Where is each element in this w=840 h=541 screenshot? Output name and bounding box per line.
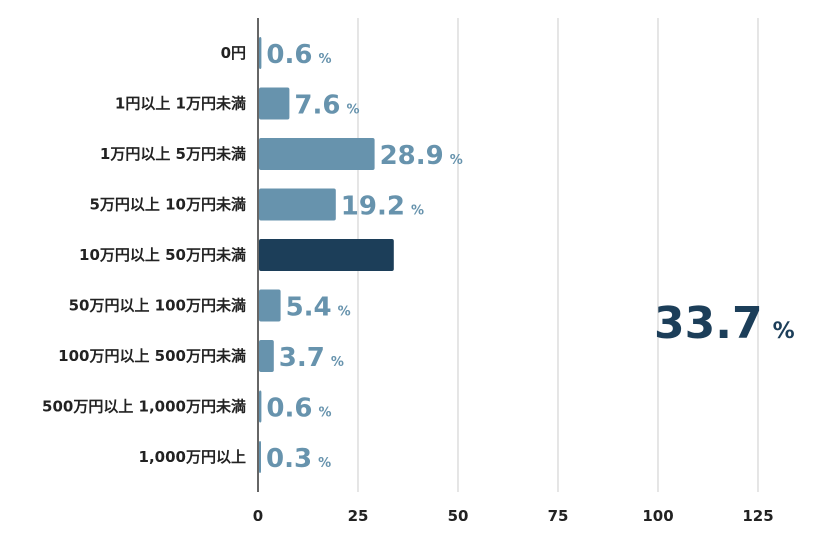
- bar-2: [259, 138, 375, 170]
- value-label-5: 5.4%: [286, 293, 351, 323]
- value-label-8: 0.3%: [266, 444, 331, 474]
- bar-0: [259, 37, 262, 69]
- bar-1: [259, 87, 290, 120]
- bars: [259, 37, 394, 473]
- category-label-3: 5万円以上 10万円未満: [89, 196, 246, 214]
- category-label-7: 500万円以上 1,000万円未満: [42, 398, 246, 416]
- category-label-5: 50万円以上 100万円未満: [69, 297, 246, 315]
- bar-4: [259, 239, 394, 271]
- bar-6: [259, 340, 274, 372]
- category-label-6: 100万円以上 500万円未満: [58, 347, 246, 365]
- x-tick-label-0: 0: [253, 507, 263, 525]
- bar-5: [259, 289, 281, 322]
- value-label-0: 0.6%: [266, 40, 331, 70]
- category-label-2: 1万円以上 5万円未満: [100, 145, 246, 163]
- category-label-0: 0円: [221, 44, 246, 62]
- x-tick-label-25: 25: [348, 507, 369, 525]
- bar-8: [259, 441, 261, 473]
- value-label-2: 28.9%: [380, 141, 463, 171]
- value-label-4: 33.7%: [654, 298, 795, 349]
- category-label-1: 1円以上 1万円未満: [115, 95, 246, 113]
- value-label-3: 19.2%: [341, 192, 424, 222]
- x-tick-label-75: 75: [548, 507, 569, 525]
- category-labels: 0円 1円以上 1万円未満 1万円以上 5万円未満 5万円以上 10万円未満 10万円以…: [42, 44, 246, 466]
- category-label-4: 10万円以上 50万円未満: [79, 246, 246, 264]
- category-label-8: 1,000万円以上: [139, 448, 246, 466]
- value-labels: 0.6 % 7.6 % 28.9 % 19.2 % 33.7 % 5.4 % 3.7 % 0.6 % 0.3%: [266, 40, 795, 474]
- bar-7: [259, 390, 262, 423]
- x-tick-label-100: 100: [642, 507, 673, 525]
- gridlines: [357, 18, 759, 492]
- bar-3: [259, 188, 336, 221]
- tick-labels: 0 25 50 75 100 125: [253, 507, 774, 525]
- value-label-6: 3.7%: [279, 343, 344, 373]
- value-label-1: 7.6%: [294, 91, 359, 121]
- x-tick-label-125: 125: [742, 507, 773, 525]
- x-tick-label-50: 50: [448, 507, 469, 525]
- value-label-7: 0.6%: [266, 394, 331, 424]
